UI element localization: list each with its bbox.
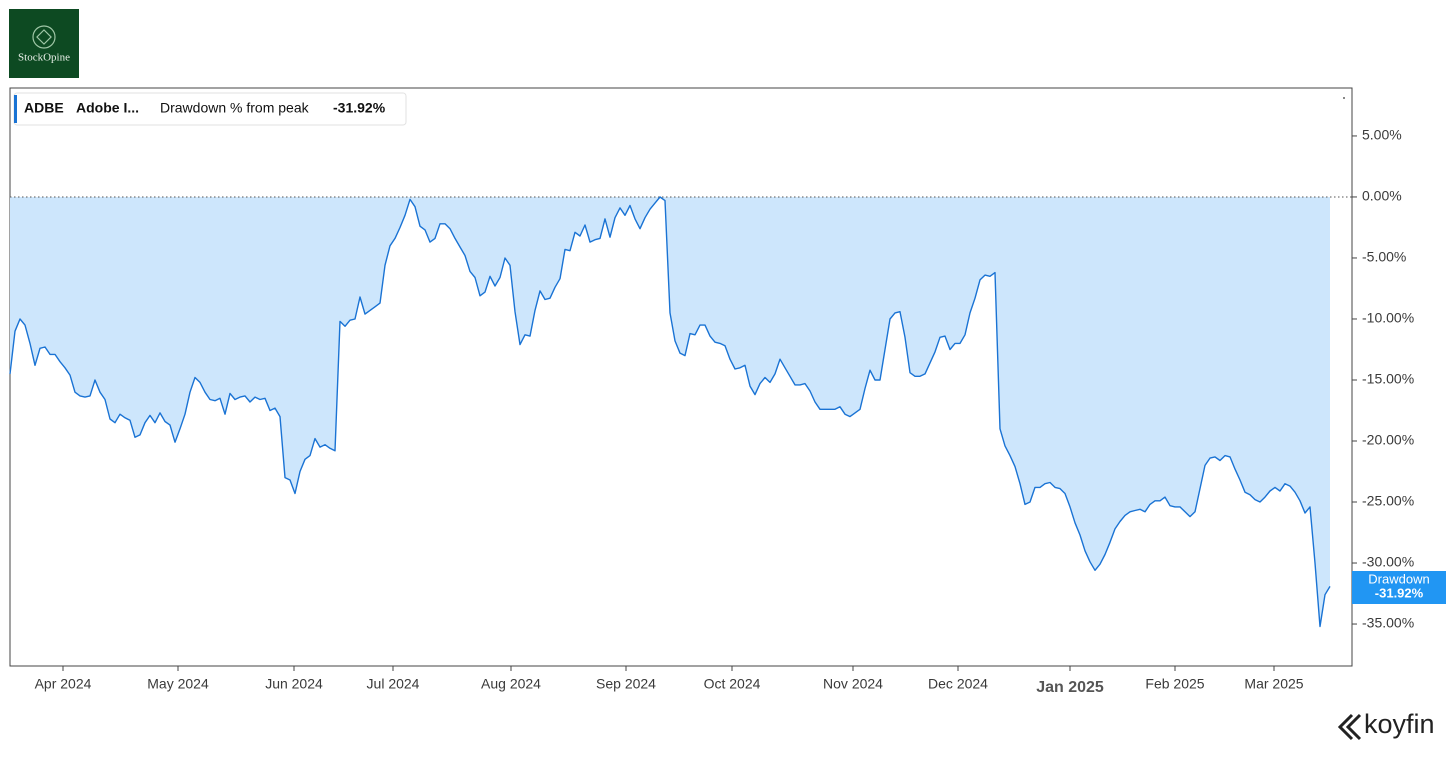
- brand-icon: [1337, 713, 1362, 741]
- brand-text: koyfin: [1364, 709, 1435, 739]
- logo: StockOpine: [9, 9, 79, 78]
- plot-frame: [9, 87, 1353, 667]
- footer-brand: koyfin: [1337, 709, 1435, 741]
- x-tick-label: Mar 2025: [1244, 676, 1303, 692]
- tag-box: [1352, 571, 1446, 604]
- x-tick-label: Jun 2024: [265, 676, 323, 692]
- x-tick-label: Jan 2025: [1036, 679, 1104, 696]
- corner-dot: [1343, 97, 1345, 99]
- x-tick-label: Jul 2024: [367, 676, 420, 692]
- y-tick-label: 5.00%: [1362, 127, 1402, 143]
- logo-text: StockOpine: [18, 52, 70, 64]
- last-value-tag: Drawdown -31.92%: [1352, 571, 1446, 604]
- y-tick-label: -35.00%: [1362, 615, 1414, 631]
- logo-diamond: [36, 29, 52, 45]
- tag-value: -31.92%: [1375, 585, 1424, 600]
- x-tick-label: Dec 2024: [928, 676, 988, 692]
- y-tick-label: -30.00%: [1362, 554, 1414, 570]
- legend-company: Adobe I...: [76, 100, 139, 116]
- tag-name: Drawdown: [1368, 571, 1429, 586]
- logo-ring: [32, 25, 56, 49]
- y-tick-label: -25.00%: [1362, 493, 1414, 509]
- x-tick-label: Oct 2024: [704, 676, 761, 692]
- y-tick-label: 0.00%: [1362, 188, 1402, 204]
- x-tick-label: Apr 2024: [35, 676, 92, 692]
- legend: ADBE Adobe I... Drawdown % from peak -31…: [13, 92, 407, 126]
- area: [10, 196, 1330, 627]
- x-tick-label: Sep 2024: [596, 676, 656, 692]
- x-tick-label: Aug 2024: [481, 676, 541, 692]
- x-tick-label: Feb 2025: [1145, 676, 1204, 692]
- x-tick-label: Nov 2024: [823, 676, 883, 692]
- legend-ticker: ADBE: [24, 100, 64, 116]
- plot: 5.00% 0.00% -5.00% -10.00% -15.00% -20.00% -25…: [9, 97, 1414, 696]
- y-tick-label: -15.00%: [1362, 371, 1414, 387]
- legend-metric: Drawdown % from peak: [160, 100, 310, 116]
- x-tick-label: May 2024: [147, 676, 209, 692]
- y-tick-label: -20.00%: [1362, 432, 1414, 448]
- y-tick-label: -5.00%: [1362, 249, 1406, 265]
- legend-value: -31.92%: [333, 100, 386, 116]
- line: [9, 196, 1331, 628]
- legend-swatch: [14, 95, 17, 123]
- y-tick-label: -10.00%: [1362, 310, 1414, 326]
